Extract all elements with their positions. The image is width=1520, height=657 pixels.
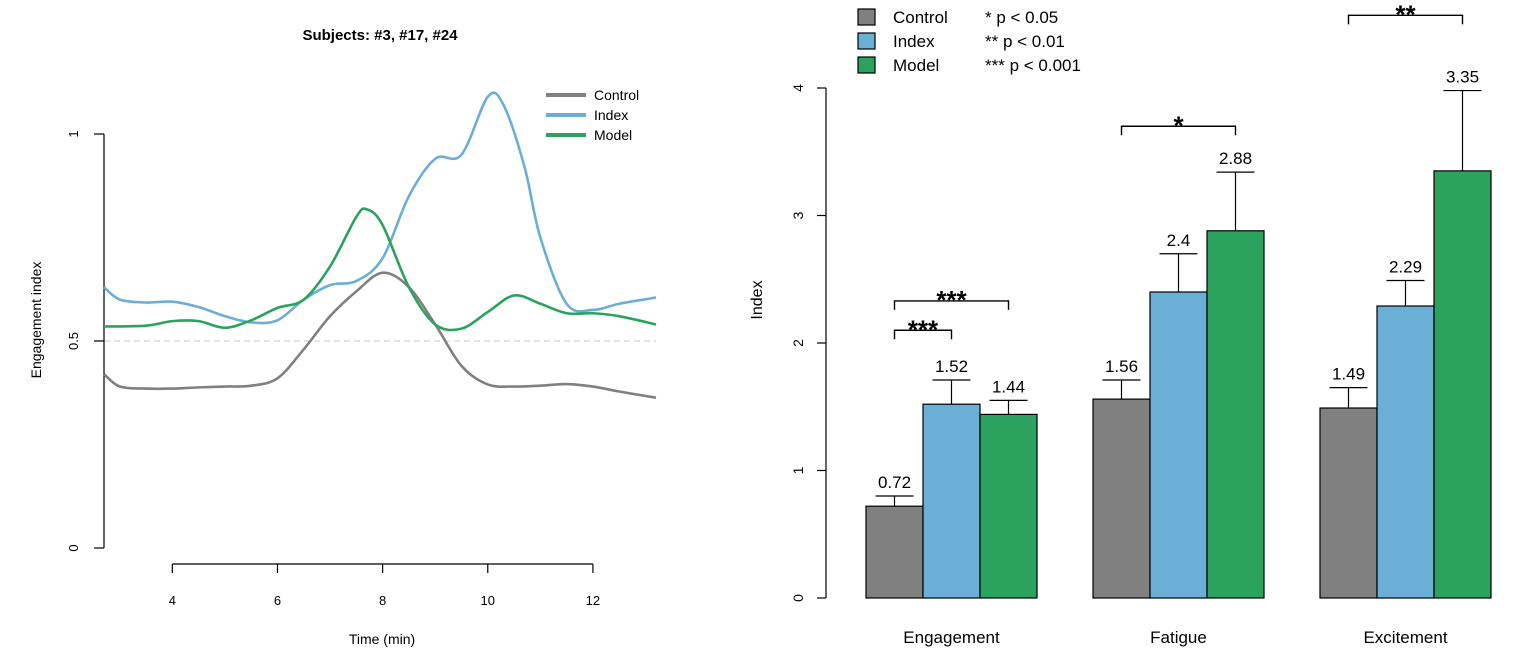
- significance-stars: ***: [908, 314, 939, 344]
- line-chart-legend: Control Index Model: [546, 87, 639, 143]
- data-label: 1.49: [1332, 365, 1365, 384]
- data-label: 2.4: [1167, 231, 1191, 250]
- significance-stars: **: [1395, 0, 1416, 29]
- significance-stars: ***: [936, 285, 967, 315]
- y-tick-label: 0: [66, 544, 81, 551]
- significance-stars: *: [1173, 110, 1184, 140]
- data-label: 1.56: [1105, 357, 1138, 376]
- data-label: 1.52: [935, 357, 968, 376]
- significance-bracket: [1120, 125, 1237, 136]
- legend-label-index: Index: [594, 107, 628, 123]
- line-chart-series: [103, 91, 657, 399]
- bar-chart-bars: 0.72 1.52 1.44 Engagement 1.56 2.4 2.88 Fatigue…: [865, 68, 1492, 647]
- legend-label-control: Control: [893, 8, 948, 27]
- line-chart-axes: 0 0.5 1 4 6 8 10 12: [66, 130, 656, 608]
- line-chart-y-axis-label: Engagement index: [28, 262, 44, 379]
- x-tick-label: 4: [169, 593, 176, 608]
- bar-chart-significance: *********: [893, 0, 1464, 344]
- x-tick-label: 6: [274, 593, 281, 608]
- y-tick-label: 3: [790, 211, 806, 219]
- data-label: 2.29: [1389, 258, 1422, 277]
- bar-model-engagement: [979, 413, 1038, 599]
- legend-swatch-model: [857, 56, 876, 74]
- bar-model-excitement: [1433, 170, 1492, 599]
- y-tick-label: 2: [790, 339, 806, 347]
- data-label: 0.72: [878, 473, 911, 492]
- x-tick-label: 8: [379, 593, 386, 608]
- significance-legend-entry: * p < 0.05: [985, 8, 1058, 27]
- bar-model-fatigue: [1206, 230, 1265, 599]
- significance-legend-entry: ** p < 0.01: [985, 32, 1065, 51]
- category-label: Fatigue: [1150, 628, 1207, 647]
- y-tick-label: 1: [66, 130, 81, 137]
- bar-index-excitement: [1376, 305, 1435, 599]
- bar-index-fatigue: [1149, 291, 1208, 599]
- legend-label-control: Control: [594, 87, 639, 103]
- series-line-index: [103, 91, 657, 325]
- y-tick-label: 4: [790, 84, 806, 92]
- bar-control-fatigue: [1092, 398, 1151, 599]
- x-tick-label: 12: [586, 593, 600, 608]
- bar-index-engagement: [922, 403, 981, 599]
- bar-chart-axes: 0 1 2 3 4: [790, 84, 827, 602]
- line-chart-title: Subjects: #3, #17, #24: [302, 27, 458, 44]
- line-chart-x-axis-label: Time (min): [349, 631, 415, 647]
- significance-bracket: [1347, 14, 1464, 25]
- bar-chart-legend: Control Index Model * p < 0.05 ** p < 0.01 **…: [857, 8, 1081, 75]
- series-line-control: [103, 271, 657, 399]
- y-tick-label: 0.5: [66, 332, 81, 350]
- legend-swatch-control: [857, 8, 876, 26]
- y-tick-label: 1: [790, 466, 806, 474]
- series-line-model: [103, 207, 657, 332]
- legend-label-model: Model: [594, 127, 632, 143]
- bar-chart-y-axis-label: Index: [749, 280, 766, 319]
- legend-swatch-index: [857, 32, 876, 50]
- category-label: Engagement: [903, 628, 1000, 647]
- data-label: 1.44: [992, 377, 1025, 396]
- significance-legend-entry: *** p < 0.001: [985, 56, 1081, 75]
- data-label: 3.35: [1446, 68, 1479, 87]
- data-label: 2.88: [1219, 149, 1252, 168]
- category-label: Excitement: [1363, 628, 1447, 647]
- significance-bracket: [893, 329, 953, 340]
- legend-label-model: Model: [893, 56, 939, 75]
- x-tick-label: 10: [481, 593, 495, 608]
- bar-control-excitement: [1319, 407, 1378, 599]
- engagement-line-chart: Subjects: #3, #17, #24 Engagement index …: [28, 27, 657, 647]
- significance-bracket: [893, 300, 1010, 310]
- legend-label-index: Index: [893, 32, 935, 51]
- bar-control-engagement: [865, 505, 924, 599]
- y-tick-label: 0: [790, 594, 806, 602]
